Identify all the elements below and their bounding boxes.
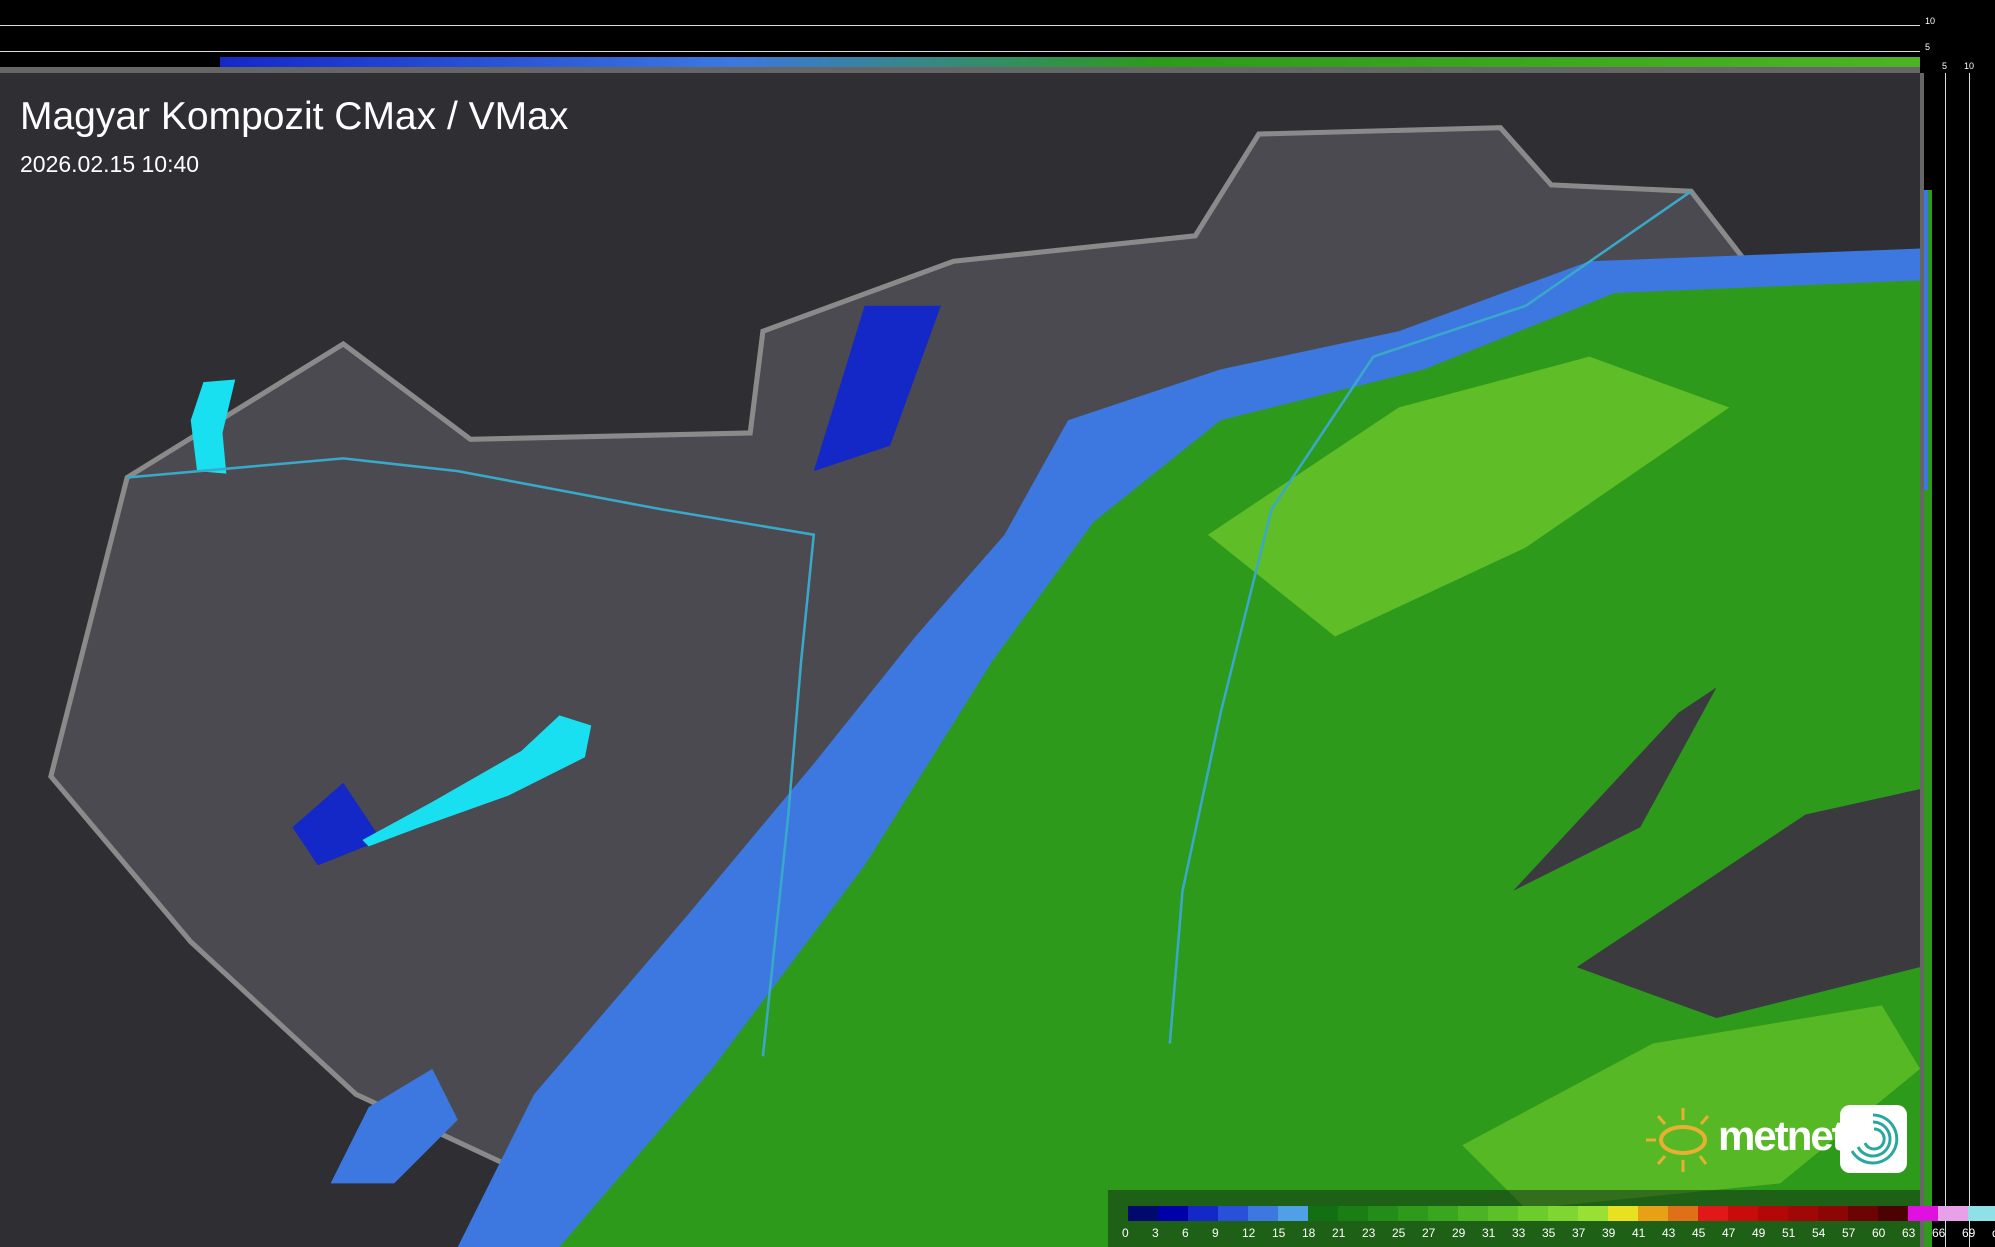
legend-swatch — [1158, 1206, 1188, 1221]
profile-gridline — [1945, 73, 1946, 1247]
legend-label: 69 — [1962, 1226, 1976, 1240]
legend-label: 15 — [1272, 1226, 1286, 1240]
river-danube — [127, 457, 816, 1057]
profile-tick: 10 — [1925, 16, 1936, 26]
legend-label: 6 — [1182, 1226, 1189, 1240]
legend-label: 12 — [1242, 1226, 1256, 1240]
legend-label: 45 — [1692, 1226, 1706, 1240]
profile-tick: 5 — [1942, 61, 1948, 71]
legend-label: 57 — [1842, 1226, 1856, 1240]
legend-swatch — [1608, 1206, 1638, 1221]
legend-swatch — [1578, 1206, 1608, 1221]
profile-top-precip — [220, 57, 1920, 67]
profile-top-ground — [0, 67, 1920, 73]
legend-label: 9 — [1212, 1226, 1219, 1240]
legend-swatch — [1878, 1206, 1908, 1221]
legend-label: 60 — [1872, 1226, 1886, 1240]
legend-swatch — [1458, 1206, 1488, 1221]
vertical-profile-top-panel — [0, 0, 1920, 73]
precip-strong — [1207, 356, 1730, 637]
legend-label: 63 — [1902, 1226, 1916, 1240]
legend-swatch — [1218, 1206, 1248, 1221]
legend-label: 35 — [1542, 1226, 1556, 1240]
legend-label: 29 — [1452, 1226, 1466, 1240]
profile-tick: 10 — [1964, 61, 1975, 71]
legend-unit: dBZ — [1992, 1226, 1995, 1240]
legend-label: 23 — [1362, 1226, 1376, 1240]
legend-label: 31 — [1482, 1226, 1496, 1240]
legend-swatch — [1428, 1206, 1458, 1221]
legend-swatch — [1128, 1206, 1158, 1221]
legend-swatch — [1518, 1206, 1548, 1221]
legend-swatch — [1818, 1206, 1848, 1221]
river-tisza — [1168, 190, 1692, 1044]
legend-swatch — [1758, 1206, 1788, 1221]
legend-label: 27 — [1422, 1226, 1436, 1240]
profile-right-precip — [1922, 190, 1932, 1247]
legend-swatch — [1968, 1206, 1995, 1221]
profile-tick: 5 — [1925, 42, 1931, 52]
legend-swatch — [1278, 1206, 1308, 1221]
precip-gap — [1576, 789, 1920, 1019]
legend-swatch — [1338, 1206, 1368, 1221]
radar-map[interactable]: Magyar Kompozit CMax / VMax 2026.02.15 1… — [0, 73, 1920, 1247]
legend-swatch — [1368, 1206, 1398, 1221]
dbz-color-legend: 0 3 6 9 12 15 18 21 23 25 27 29 31 33 35 37 39 41 43 45 47 49… — [1108, 1190, 1995, 1247]
logo-text: metnet — [1718, 1112, 1846, 1159]
precip-strong — [1462, 1005, 1920, 1209]
vertical-profile-right-panel — [1920, 0, 1995, 1247]
legend-swatch — [1788, 1206, 1818, 1221]
lake-neusiedl — [190, 379, 236, 474]
legend-label: 33 — [1512, 1226, 1526, 1240]
legend-label: 21 — [1332, 1226, 1346, 1240]
legend-swatch — [1938, 1206, 1968, 1221]
precip-gap — [1513, 687, 1717, 891]
legend-swatch — [1548, 1206, 1578, 1221]
legend-label: 39 — [1602, 1226, 1616, 1240]
legend-swatch — [1638, 1206, 1668, 1221]
legend-label: 37 — [1572, 1226, 1586, 1240]
legend-label: 41 — [1632, 1226, 1646, 1240]
legend-swatch — [1248, 1206, 1278, 1221]
legend-label: 25 — [1392, 1226, 1406, 1240]
profile-gridline — [1969, 73, 1970, 1247]
precip-west — [330, 1068, 458, 1184]
profile-gridline — [0, 51, 1920, 52]
legend-label: 54 — [1812, 1226, 1826, 1240]
precip-moderate — [559, 280, 1920, 1247]
legend-swatch — [1398, 1206, 1428, 1221]
legend-swatch — [1188, 1206, 1218, 1221]
legend-label: 3 — [1152, 1226, 1159, 1240]
legend-swatch — [1728, 1206, 1758, 1221]
legend-label: 66 — [1932, 1226, 1946, 1240]
map-title: Magyar Kompozit CMax / VMax — [20, 95, 569, 138]
precip-west — [813, 305, 941, 472]
legend-label: 18 — [1302, 1226, 1316, 1240]
sun-icon — [1646, 1108, 1710, 1172]
legend-swatch — [1668, 1206, 1698, 1221]
map-timestamp: 2026.02.15 10:40 — [20, 151, 200, 177]
legend-swatch — [1488, 1206, 1518, 1221]
precip-west — [292, 782, 382, 866]
legend-label: 0 — [1122, 1226, 1129, 1240]
lake-balaton — [362, 715, 592, 847]
legend-label: 51 — [1782, 1226, 1796, 1240]
legend-label: 43 — [1662, 1226, 1676, 1240]
legend-label: 47 — [1722, 1226, 1736, 1240]
legend-swatch — [1908, 1206, 1938, 1221]
profile-gridline — [0, 25, 1920, 26]
legend-swatch — [1848, 1206, 1878, 1221]
swirl-logo-icon — [1840, 1105, 1907, 1173]
legend-label: 49 — [1752, 1226, 1766, 1240]
metnet-logo: metnet — [1638, 1104, 1908, 1176]
legend-swatch — [1698, 1206, 1728, 1221]
legend-swatch — [1308, 1206, 1338, 1221]
